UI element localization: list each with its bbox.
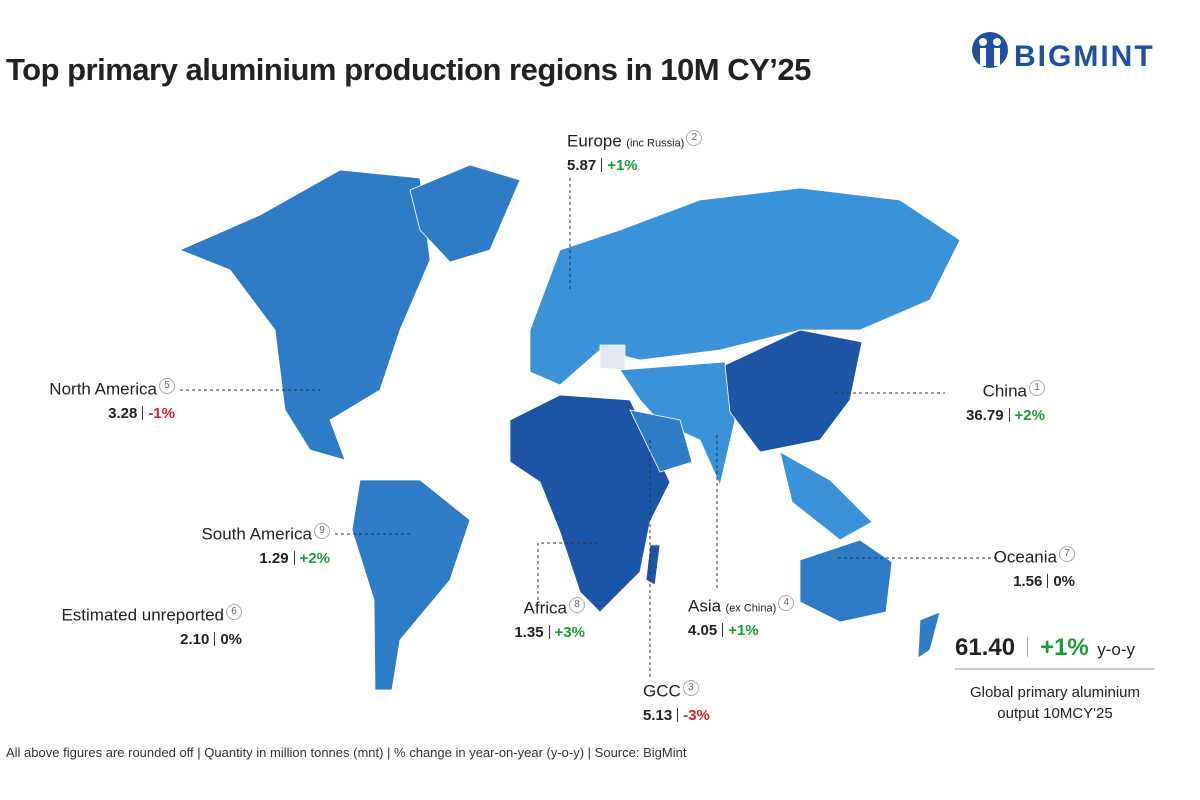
total: 61.40 +1% y-o-y <box>955 634 1135 662</box>
quantity: 1.29 <box>259 550 289 568</box>
region-value-row: 1.29 +2% <box>201 550 330 567</box>
region-name: GCC <box>643 681 681 701</box>
region-value-row: 3.28 -1% <box>49 405 175 422</box>
change: +1% <box>728 622 759 640</box>
region-name: South America <box>201 524 312 544</box>
change: +2% <box>299 550 330 568</box>
quantity: 5.87 <box>567 157 597 175</box>
region-name-row: South America 9 <box>201 523 330 544</box>
caption-line: Global primary aluminium <box>969 684 1141 701</box>
region-name: North America <box>49 379 157 399</box>
region-value-row: 2.10 0% <box>61 631 242 648</box>
change: +2% <box>1014 407 1045 425</box>
region-value-row: 1.56 0% <box>994 573 1075 590</box>
rank-badge: 2 <box>686 130 703 146</box>
region-name: Oceania <box>993 547 1057 567</box>
rank-badge: 5 <box>159 378 175 394</box>
separator <box>601 158 603 173</box>
region-name: China <box>982 381 1027 401</box>
region-name: Africa <box>523 598 567 618</box>
title: Top primary aluminium production regions… <box>6 52 811 87</box>
rank-badge: 3 <box>682 680 699 696</box>
quantity: 5.13 <box>643 707 673 725</box>
region-name: Estimated unreported <box>61 605 224 625</box>
quantity: 1.56 <box>1013 573 1043 591</box>
rank-badge: 8 <box>569 597 585 613</box>
rank-badge: 4 <box>778 595 795 611</box>
quantity: 4.05 <box>688 622 718 640</box>
region-value-row: 36.79 +2% <box>966 407 1045 424</box>
quantity: 3.28 <box>108 405 138 423</box>
region-value-row: 1.35 +3% <box>514 624 585 641</box>
separator <box>142 406 144 421</box>
change: -1% <box>148 405 175 423</box>
region-label: China 1 36.79 +2% <box>966 380 1045 424</box>
total-quantity: 61.40 <box>955 634 1016 661</box>
change: +3% <box>554 624 585 642</box>
change: +1% <box>607 157 638 175</box>
region-label: South America 9 1.29 +2% <box>201 523 330 567</box>
region-label: GCC 3 5.13 -3% <box>643 680 710 724</box>
change: -3% <box>683 707 710 725</box>
region-name-row: Estimated unreported 6 <box>61 604 242 625</box>
region-qualifier: (inc Russia) <box>626 137 685 150</box>
region-name-row: Africa 8 <box>514 597 585 618</box>
region-name-row: GCC 3 <box>643 680 710 701</box>
caption-line: output 10MCY'25 <box>997 705 1113 722</box>
region-label: Estimated unreported 6 2.10 0% <box>61 604 242 648</box>
separator <box>722 623 724 638</box>
region-label: North America 5 3.28 -1% <box>49 378 175 422</box>
region-label: Oceania 7 1.56 0% <box>994 546 1075 590</box>
separator <box>1047 574 1049 589</box>
rank-badge: 1 <box>1029 380 1045 396</box>
separator <box>548 625 550 640</box>
total-change: +1% <box>1040 634 1089 661</box>
change: 0% <box>1053 573 1075 591</box>
region-name-row: North America 5 <box>49 378 175 399</box>
region-name: Europe <box>567 131 622 151</box>
footer: All above figures are rounded off | Quan… <box>6 745 687 760</box>
rank-badge: 6 <box>226 604 242 620</box>
total-caption: Global primary aluminium output 10MCY'25 <box>955 682 1155 724</box>
logo-icon <box>972 32 1008 68</box>
region-label: Asia (ex China) 4 4.05 +1% <box>688 595 795 639</box>
quantity: 1.35 <box>514 624 544 642</box>
region-name-row: Europe (inc Russia) 2 <box>567 130 703 151</box>
region-value-row: 5.13 -3% <box>643 707 710 724</box>
logo: BIGMINT <box>1014 40 1155 73</box>
separator <box>1008 408 1010 423</box>
change: 0% <box>220 631 242 649</box>
separator <box>293 551 295 566</box>
rank-badge: 9 <box>314 523 330 539</box>
region-name-row: Asia (ex China) 4 <box>688 595 795 616</box>
region-name: Asia <box>688 596 722 616</box>
quantity: 2.10 <box>180 631 210 649</box>
region-name-row: China 1 <box>966 380 1045 401</box>
separator <box>214 632 216 647</box>
region-value-row: 5.87 +1% <box>567 157 702 174</box>
region-label: Africa 8 1.35 +3% <box>514 597 585 641</box>
region-qualifier: (ex China) <box>725 602 777 615</box>
region-value-row: 4.05 +1% <box>688 622 794 639</box>
quantity: 36.79 <box>966 407 1004 425</box>
separator <box>677 708 679 723</box>
total-unit: y-o-y <box>1097 640 1135 659</box>
region-name-row: Oceania 7 <box>994 546 1075 567</box>
rank-badge: 7 <box>1059 546 1075 562</box>
region-label: Europe (inc Russia) 2 5.87 +1% <box>567 130 703 174</box>
